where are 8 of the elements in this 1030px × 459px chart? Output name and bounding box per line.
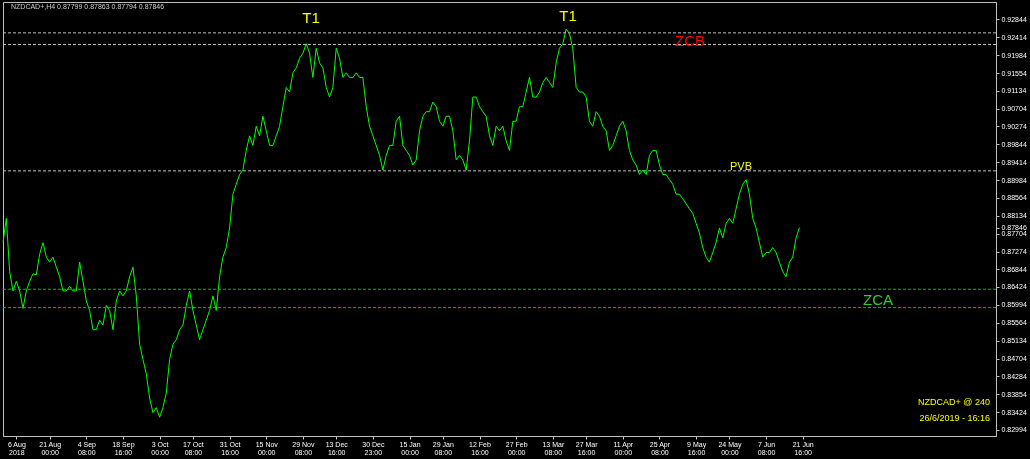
annotation: ZCA: [863, 291, 893, 308]
annotation: 26/6/2019 - 16:16: [919, 413, 990, 423]
annotation: PVB: [729, 160, 753, 172]
annotation: ZCB: [675, 32, 705, 49]
annotation: NZDCAD+ @ 240: [918, 397, 990, 407]
annotation: T1: [559, 7, 577, 24]
annotation: T1: [302, 9, 320, 26]
line-series: [2, 28, 800, 418]
